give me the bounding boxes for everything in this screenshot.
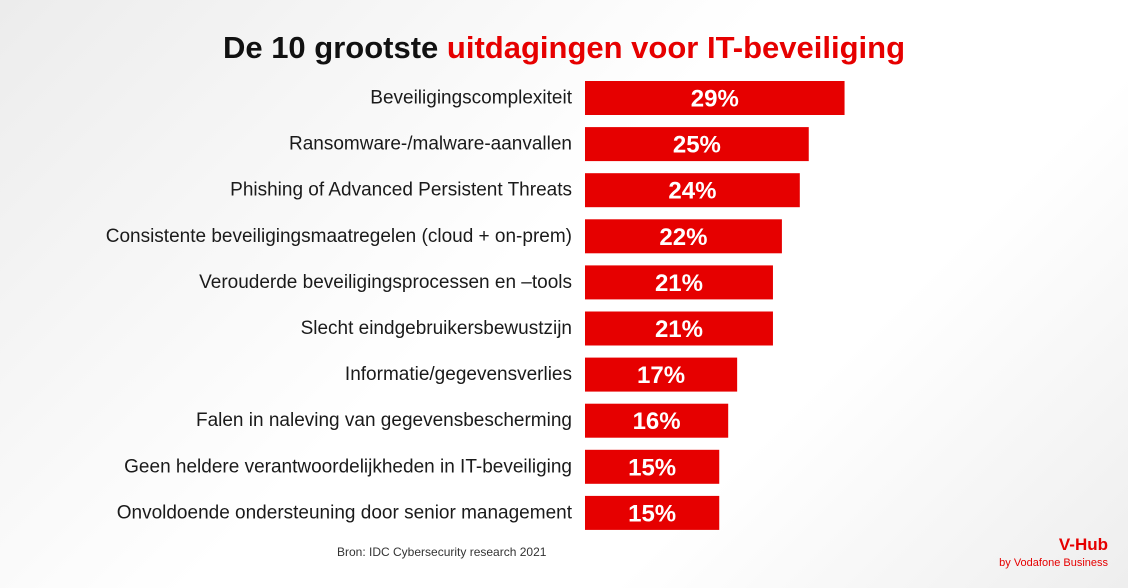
category-label: Verouderde beveiligingsprocessen en –too… [199, 272, 572, 293]
value-label: 15% [628, 454, 676, 481]
category-label: Falen in naleving van gegevensbeschermin… [196, 410, 572, 431]
value-label: 17% [637, 362, 685, 389]
brand-logo: V-Hub by Vodafone Business [999, 535, 1108, 569]
bar [585, 311, 773, 346]
value-label: 25% [673, 132, 721, 159]
category-label: Beveiligingscomplexiteit [370, 88, 572, 109]
bar [585, 357, 738, 392]
chart-title-main: De 10 grootste [222, 30, 447, 65]
bar [585, 265, 773, 300]
value-label: 16% [633, 408, 681, 435]
chart-title: De 10 grootste uitdagingen voor IT-bevei… [0, 30, 1128, 66]
category-label: Slecht eindgebruikersbewustzijn [301, 318, 572, 339]
value-label: 29% [691, 86, 739, 113]
chart-title-accent: uitdagingen voor IT-beveiliging [446, 30, 906, 65]
bar [585, 173, 800, 208]
value-label: 22% [659, 224, 707, 251]
category-label: Phishing of Advanced Persistent Threats [230, 180, 572, 201]
bar [585, 495, 720, 530]
category-label: Onvoldoende ondersteuning door senior ma… [117, 502, 573, 523]
category-label: Consistente beveiligingsmaatregelen (clo… [106, 226, 572, 247]
bar [585, 449, 720, 484]
value-label: 24% [668, 178, 716, 205]
bar [585, 127, 809, 162]
category-label: Ransomware-/malware-aanvallen [289, 134, 572, 155]
source-note: Bron: IDC Cybersecurity research 2021 [337, 545, 547, 559]
value-label: 21% [655, 316, 703, 343]
bar [585, 219, 782, 254]
value-label: 21% [655, 270, 703, 297]
category-label: Geen heldere verantwoordelijkheden in IT… [124, 456, 572, 477]
bar [585, 81, 845, 115]
category-label: Informatie/gegevensverlies [345, 364, 572, 385]
brand-subtitle: by Vodafone Business [999, 557, 1108, 569]
value-label: 15% [628, 500, 676, 527]
bar [585, 403, 729, 438]
brand-name: V-Hub [1058, 535, 1108, 554]
